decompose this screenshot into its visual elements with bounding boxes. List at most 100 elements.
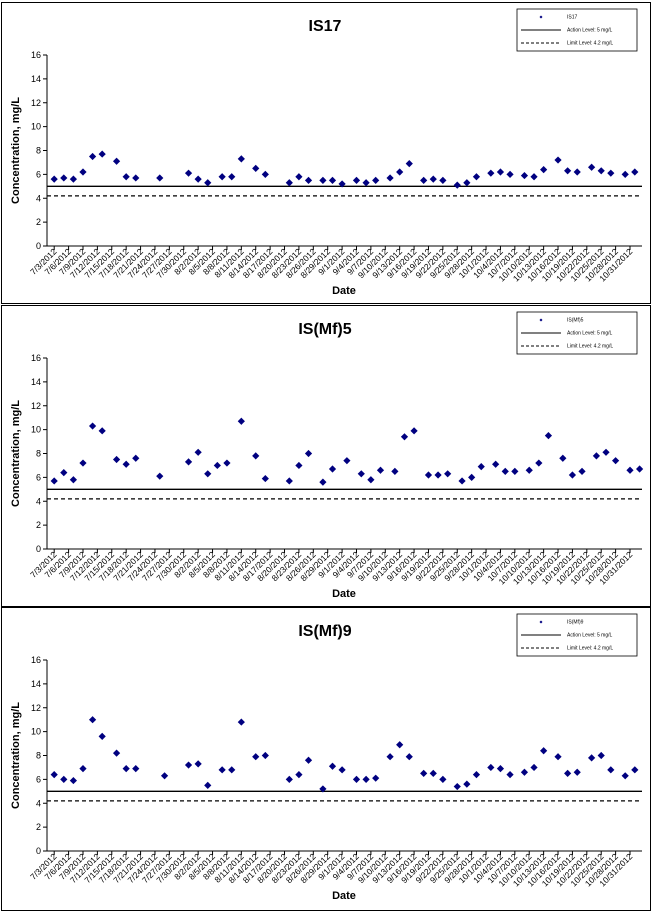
y-axis-label: Concentration, mg/L — [10, 400, 22, 507]
data-point — [132, 174, 140, 182]
data-point — [112, 749, 121, 757]
data-point — [487, 169, 495, 177]
data-point — [463, 179, 471, 187]
data-point — [237, 718, 245, 726]
data-point — [564, 167, 572, 175]
data-point — [458, 477, 466, 485]
data-point — [237, 155, 245, 163]
data-point — [511, 467, 519, 476]
data-point — [357, 470, 365, 478]
data-point — [405, 753, 413, 761]
legend-marker — [539, 318, 543, 322]
chart-title: IS17 — [309, 18, 342, 35]
data-point — [252, 164, 260, 173]
data-point — [328, 176, 337, 184]
y-tick-label: 4 — [36, 193, 41, 203]
data-point — [261, 474, 269, 483]
data-point — [88, 152, 97, 161]
legend-limit-label: Limit Level: 4.2 mg/L — [567, 41, 613, 47]
data-point — [453, 181, 461, 189]
chart-svg-is-mf-9: IS(Mf)902468101214167/3/20127/6/20127/9/… — [10, 613, 642, 902]
legend-series-label: IS17 — [567, 15, 578, 21]
data-point — [626, 466, 634, 474]
data-point — [252, 753, 260, 761]
data-point — [391, 467, 399, 476]
data-point — [156, 174, 164, 182]
data-point — [372, 176, 380, 184]
data-point — [559, 454, 567, 462]
data-point — [285, 179, 293, 187]
y-tick-label: 14 — [31, 74, 41, 84]
y-tick-label: 16 — [31, 353, 41, 363]
data-point — [520, 768, 529, 776]
data-point — [362, 775, 370, 783]
y-axis-label: Concentration, mg/L — [10, 97, 22, 204]
data-point — [540, 166, 548, 174]
data-point — [530, 763, 538, 772]
data-point — [578, 467, 586, 476]
data-point — [98, 427, 106, 435]
data-point — [439, 176, 447, 184]
data-point — [79, 765, 87, 773]
data-point — [496, 168, 505, 176]
data-point — [98, 732, 106, 740]
data-point — [506, 771, 514, 779]
data-point — [472, 173, 481, 181]
data-point — [252, 452, 260, 460]
data-point — [184, 761, 193, 769]
y-tick-label: 0 — [36, 544, 41, 554]
data-point — [540, 747, 548, 755]
data-point — [597, 167, 605, 175]
data-point — [60, 469, 68, 477]
y-axis-label: Concentration, mg/L — [10, 702, 22, 809]
data-point — [204, 470, 212, 478]
data-point — [122, 460, 130, 468]
data-point — [328, 465, 337, 473]
data-point — [304, 449, 313, 458]
data-point — [588, 754, 596, 762]
data-point — [501, 467, 509, 476]
data-point — [487, 763, 495, 772]
legend-action-label: Action Level: 5 mg/L — [567, 331, 613, 337]
chart-panel-is-mf-9: IS(Mf)9 0 2 4 6 8 10 12 14 16 7/3/2012 7/6/2012 7/9/… — [1, 607, 651, 911]
data-point — [319, 176, 327, 184]
data-point — [160, 772, 169, 780]
data-point — [295, 771, 303, 779]
y-tick-label: 10 — [31, 122, 41, 132]
data-point — [554, 753, 562, 761]
data-point — [631, 168, 639, 176]
data-point — [338, 180, 346, 188]
y-tick-label: 4 — [36, 496, 41, 506]
y-tick-label: 16 — [31, 655, 41, 665]
data-point — [223, 459, 231, 467]
data-point — [213, 461, 221, 470]
y-tick-label: 12 — [31, 401, 41, 411]
y-tick-label: 0 — [36, 846, 41, 856]
x-axis-label: Date — [332, 890, 356, 902]
data-point — [621, 772, 629, 780]
data-point — [420, 769, 428, 778]
y-tick-label: 4 — [36, 798, 41, 808]
data-point — [194, 448, 202, 456]
data-point — [472, 771, 481, 779]
data-point — [218, 173, 226, 181]
chart-panel-is-mf-5: IS(Mf)5 0 2 4 6 8 10 12 14 16 7/3/2012 7/6/2012 7/9/… — [1, 305, 651, 607]
data-point — [261, 170, 269, 178]
data-point — [228, 173, 236, 181]
data-point — [496, 765, 505, 773]
y-tick-label: 10 — [31, 425, 41, 435]
data-point — [88, 716, 97, 724]
data-point — [525, 466, 533, 474]
y-tick-label: 6 — [36, 774, 41, 784]
data-point — [69, 476, 77, 484]
data-point — [112, 455, 121, 464]
y-tick-label: 14 — [31, 679, 41, 689]
chart-svg-is-mf-5: IS(Mf)502468101214167/3/20127/6/20127/9/… — [10, 311, 644, 600]
data-point — [506, 170, 514, 178]
data-point — [424, 471, 433, 479]
y-tick-label: 10 — [31, 727, 41, 737]
x-axis-label: Date — [332, 285, 356, 297]
data-point — [573, 168, 581, 176]
data-point — [60, 775, 68, 783]
data-point — [304, 756, 313, 764]
